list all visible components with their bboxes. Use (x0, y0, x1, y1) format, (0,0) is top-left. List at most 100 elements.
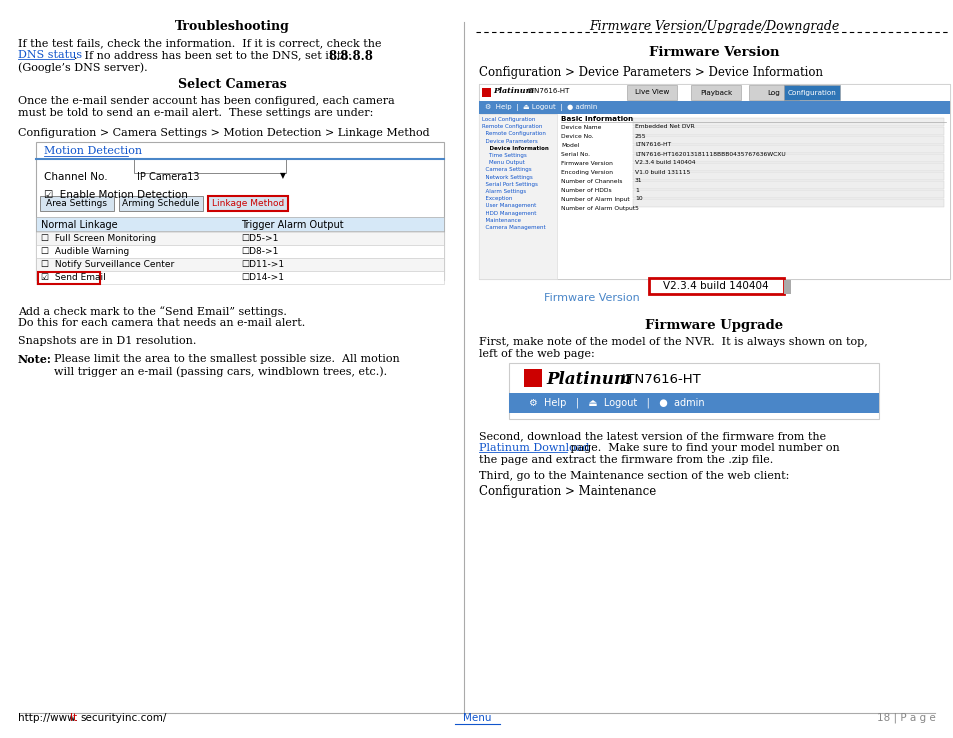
Text: Third, go to the Maintenance section of the web client:: Third, go to the Maintenance section of … (478, 471, 788, 481)
Text: Model: Model (560, 143, 578, 148)
Text: ☐D14->1: ☐D14->1 (241, 273, 284, 282)
Text: lt: lt (70, 713, 77, 723)
Text: Platinum: Platinum (545, 371, 631, 388)
Text: Motion Detection: Motion Detection (44, 146, 142, 156)
Bar (36, 217, 443, 231)
Text: Serial No.: Serial No. (560, 152, 589, 157)
Text: Number of Channels: Number of Channels (560, 179, 621, 184)
Text: Second, download the latest version of the firmware from the: Second, download the latest version of t… (478, 431, 825, 441)
Bar (509, 363, 878, 419)
Text: Area Settings: Area Settings (47, 199, 108, 208)
Text: Troubleshooting: Troubleshooting (174, 20, 289, 33)
Text: LTN7616-HT: LTN7616-HT (621, 373, 701, 386)
Text: Platinum Download: Platinum Download (478, 443, 589, 453)
Text: Serial Port Settings: Serial Port Settings (481, 182, 537, 187)
Text: ☑  Enable Motion Detection: ☑ Enable Motion Detection (44, 190, 188, 200)
Text: Remote Configuration: Remote Configuration (481, 131, 545, 137)
Text: Linkage Method: Linkage Method (212, 199, 284, 208)
Text: HDD Management: HDD Management (481, 210, 536, 215)
Bar (36, 142, 443, 280)
Text: (Google’s DNS server).: (Google’s DNS server). (18, 62, 148, 72)
Text: Firmware Upgrade: Firmware Upgrade (644, 319, 782, 332)
Bar (633, 127, 943, 134)
Bar (648, 278, 783, 294)
Text: http://www.: http://www. (18, 713, 78, 723)
Text: Select Cameras: Select Cameras (177, 78, 286, 91)
Text: ☐  Notify Surveillance Center: ☐ Notify Surveillance Center (41, 260, 174, 269)
Text: Camera Settings: Camera Settings (481, 168, 531, 173)
Bar (36, 245, 443, 258)
Text: If the test fails, check the information.  If it is correct, check the: If the test fails, check the information… (18, 38, 381, 48)
Bar (481, 88, 491, 97)
Bar (119, 196, 203, 211)
Text: Platinum: Platinum (493, 87, 534, 95)
Text: Configuration > Device Parameters > Device Information: Configuration > Device Parameters > Devi… (478, 66, 822, 79)
Text: 5: 5 (635, 205, 639, 210)
Text: Configuration > Camera Settings > Motion Detection > Linkage Method: Configuration > Camera Settings > Motion… (18, 128, 429, 138)
Text: the page and extract the firmware from the .zip file.: the page and extract the firmware from t… (478, 455, 773, 465)
Text: Once the e-mail sender account has been configured, each camera: Once the e-mail sender account has been … (18, 96, 395, 106)
Text: Playback: Playback (700, 89, 731, 95)
Text: Configuration > Maintenance: Configuration > Maintenance (478, 485, 656, 498)
Bar (133, 159, 286, 173)
Text: LTN7616-HT: LTN7616-HT (526, 88, 569, 94)
Bar (633, 136, 943, 143)
Text: 8.8.8.8: 8.8.8.8 (328, 50, 373, 63)
Bar (36, 232, 443, 245)
Text: Please limit the area to the smallest possible size.  All motion: Please limit the area to the smallest po… (54, 354, 399, 364)
Bar (633, 163, 943, 170)
Text: ☐D11->1: ☐D11->1 (241, 260, 284, 269)
Text: User Management: User Management (481, 204, 536, 208)
Text: Network Settings: Network Settings (481, 175, 532, 179)
Text: ☐D8->1: ☐D8->1 (241, 247, 278, 256)
Bar (478, 84, 949, 279)
Text: Firmware Version: Firmware Version (648, 46, 779, 59)
Text: Device No.: Device No. (560, 134, 593, 139)
Text: Channel No.: Channel No. (44, 172, 108, 182)
Bar (523, 369, 541, 387)
Bar (633, 172, 943, 179)
Bar (36, 271, 443, 284)
Text: ☐  Audible Warning: ☐ Audible Warning (41, 247, 129, 256)
Text: 10: 10 (635, 196, 642, 201)
Text: Device Parameters: Device Parameters (481, 139, 537, 144)
Text: ☐D5->1: ☐D5->1 (241, 234, 278, 243)
Text: ⚙  Help  |  ⏏ Logout  |  ● admin: ⚙ Help | ⏏ Logout | ● admin (484, 104, 597, 111)
Text: Time Settings: Time Settings (481, 153, 526, 158)
Text: Firmware Version/Upgrade/Downgrade: Firmware Version/Upgrade/Downgrade (588, 20, 839, 33)
Text: Camera Management: Camera Management (481, 225, 545, 230)
Text: Number of Alarm Output: Number of Alarm Output (560, 206, 635, 211)
Text: Arming Schedule: Arming Schedule (122, 199, 199, 208)
Bar (633, 181, 943, 188)
Text: securityinc.com/: securityinc.com/ (80, 713, 166, 723)
Text: left of the web page:: left of the web page: (478, 349, 594, 359)
Bar (690, 85, 740, 100)
Text: 31: 31 (635, 179, 642, 184)
Text: Log: Log (767, 89, 780, 95)
Text: Encoding Version: Encoding Version (560, 170, 613, 175)
Text: V2.3.4 build 140404: V2.3.4 build 140404 (662, 281, 768, 291)
Bar (478, 84, 949, 101)
Text: Basic Information: Basic Information (560, 116, 633, 122)
Text: Trigger Alarm Output: Trigger Alarm Output (241, 220, 343, 230)
Bar (509, 393, 878, 413)
Text: V2.3.4 build 140404: V2.3.4 build 140404 (635, 160, 695, 165)
Bar (208, 196, 288, 211)
Text: Do this for each camera that needs an e-mail alert.: Do this for each camera that needs an e-… (18, 318, 305, 328)
Text: 1: 1 (635, 187, 639, 193)
Text: LTN7616-HT: LTN7616-HT (635, 142, 670, 148)
Bar (748, 85, 799, 100)
Text: Firmware Version: Firmware Version (560, 161, 612, 166)
Bar (633, 145, 943, 153)
Bar (783, 85, 840, 100)
Text: Configuration: Configuration (787, 89, 836, 95)
Text: Local Configuration: Local Configuration (481, 117, 535, 122)
Bar (40, 196, 113, 211)
Text: Number of Alarm Input: Number of Alarm Input (560, 197, 629, 202)
Bar (633, 190, 943, 198)
Bar (783, 280, 790, 294)
Bar (478, 101, 949, 114)
Text: IP Camera13: IP Camera13 (137, 172, 199, 182)
Text: .  If no address has been set to the DNS, set it to:: . If no address has been set to the DNS,… (74, 50, 358, 60)
Text: Device Information: Device Information (481, 146, 548, 151)
